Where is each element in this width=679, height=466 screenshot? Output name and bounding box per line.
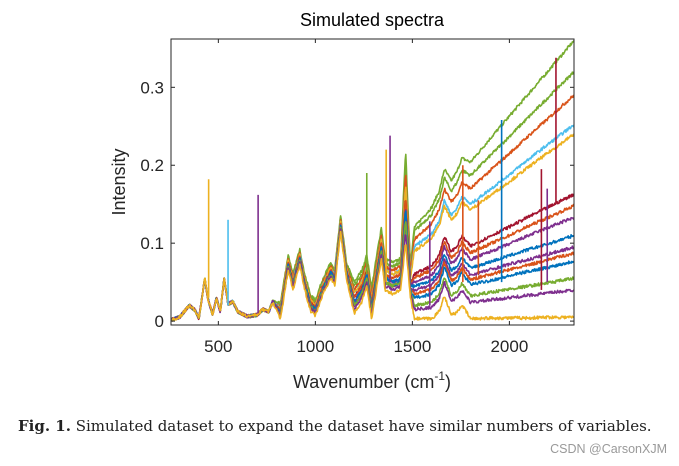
figure-caption: Fig. 1. Simulated dataset to expand the … xyxy=(18,414,663,438)
y-tick-label: 0 xyxy=(155,312,164,331)
y-tick-label: 0.1 xyxy=(140,234,164,253)
x-axis-label-close: ) xyxy=(445,372,451,392)
series-lines xyxy=(171,40,574,322)
axis-ticks: 500 1000 1500 2000 0 0.1 0.2 0.3 xyxy=(140,39,574,356)
x-tick-label: 1500 xyxy=(393,337,431,356)
caption-text: Simulated dataset to expand the dataset … xyxy=(70,417,652,435)
x-tick-label: 500 xyxy=(204,337,232,356)
x-axis-label-main: Wavenumber (cm xyxy=(293,372,434,392)
chart-title: Simulated spectra xyxy=(300,10,445,30)
y-tick-label: 0.3 xyxy=(140,78,164,97)
x-tick-label: 1000 xyxy=(296,337,334,356)
plot-frame xyxy=(170,38,575,326)
y-tick-label: 0.2 xyxy=(140,156,164,175)
y-axis-label: Intensity xyxy=(109,148,129,215)
x-axis-label-exponent: -1 xyxy=(434,369,445,383)
watermark: CSDN @CarsonXJM xyxy=(550,442,667,456)
spectra-chart: Simulated spectra 500 1000 1500 2000 0 0.1 0.2… xyxy=(109,10,575,392)
figure-label: Fig. 1. xyxy=(18,417,71,435)
x-tick-label: 2000 xyxy=(490,337,528,356)
series-line-15 xyxy=(171,230,574,321)
x-axis-label: Wavenumber (cm-1) xyxy=(293,369,451,392)
spike-lines xyxy=(207,57,557,314)
